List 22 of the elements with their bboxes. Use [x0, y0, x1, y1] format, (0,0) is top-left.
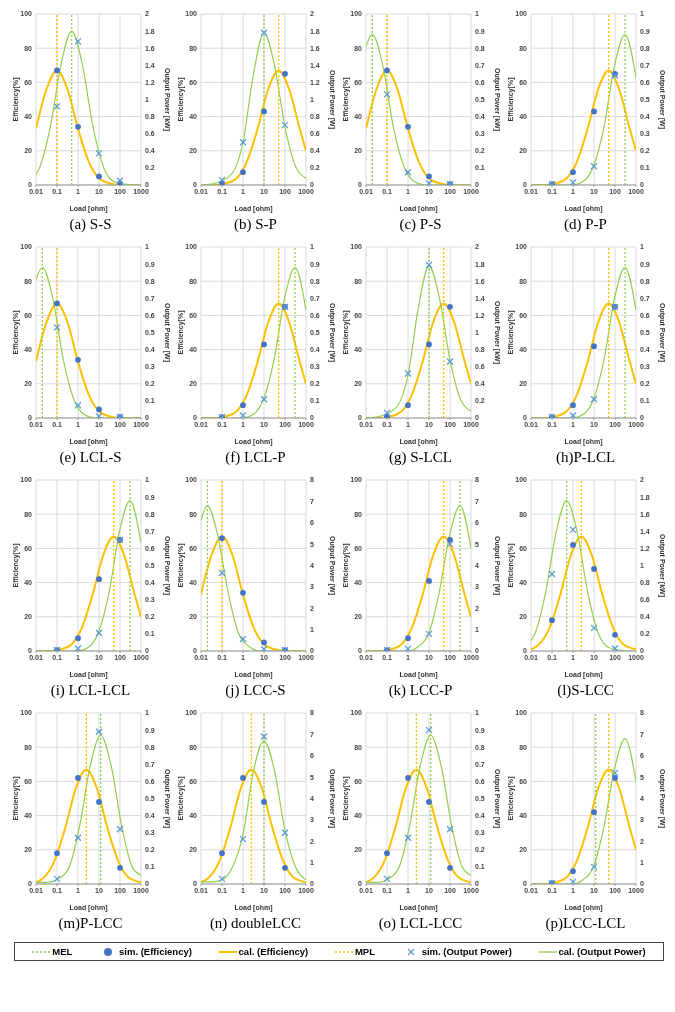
text: (n) doubleLCC	[208, 914, 303, 933]
legend-label: sim. (Output Power)	[420, 946, 512, 957]
text: (m)P-LCC	[57, 914, 124, 933]
text: (a) S-S	[68, 215, 113, 234]
text: (i) LCL-LCL	[49, 681, 132, 700]
text: (f) LCL-P	[224, 448, 287, 467]
text: (b) S-P	[233, 215, 278, 234]
text: (o) LCL-LCC	[377, 914, 464, 933]
text: (l)S-LCC	[556, 681, 615, 700]
legend-label: MPL	[353, 946, 375, 957]
legend-label: cal. (Efficiency)	[237, 946, 309, 957]
text: (d) P-P	[563, 215, 608, 234]
text: (k) LCC-P	[387, 681, 454, 700]
text: (j) LCC-S	[224, 681, 287, 700]
text: (c) P-S	[398, 215, 443, 234]
text: (g) S-LCL	[388, 448, 453, 467]
text: (h)P-LCL	[554, 448, 617, 467]
text: (e) LCL-S	[58, 448, 123, 467]
legend-label: MEL	[51, 946, 73, 957]
text: (p)LCC-LCL	[544, 914, 627, 933]
legend-label: cal. (Output Power)	[557, 946, 646, 957]
legend-label: sim. (Efficiency)	[118, 946, 192, 957]
